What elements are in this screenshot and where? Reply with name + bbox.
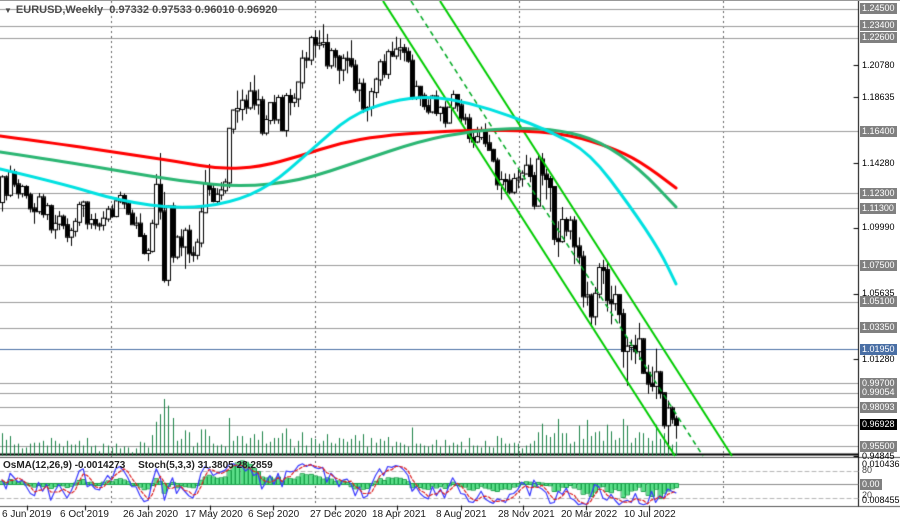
price-axis-tick: 1.18635 — [862, 92, 895, 102]
price-level-badge: 1.01950 — [860, 344, 897, 355]
stoch-values: 31.3805 28.2859 — [197, 460, 273, 471]
current-price-badge: 0.96928 — [860, 419, 897, 430]
price-level-badge: 1.05100 — [860, 296, 897, 307]
price-level-badge: 0.95500 — [860, 441, 897, 452]
indicator-labels: OsMA(12,26,9) -0.0014273 Stoch(5,3,3) 31… — [3, 460, 283, 471]
indicator-axis-label: 0.0104363 — [862, 459, 900, 469]
symbol-period-label: EURUSD,Weekly — [15, 4, 104, 16]
time-axis-label: 27 Dec 2020 — [310, 509, 367, 520]
time-axis-label: 20 Mar 2022 — [561, 509, 618, 520]
stoch-label: Stoch(5,3,3) — [138, 460, 195, 471]
price-level-badge: 1.03350 — [860, 322, 897, 333]
price-level-badge: 1.11300 — [860, 203, 896, 214]
price-level-badge: 1.23400 — [860, 20, 897, 31]
price-level-badge: 1.22600 — [860, 32, 897, 43]
indicator-axis-label: 0.00 — [860, 479, 882, 490]
indicator-axis-label: 20 — [862, 490, 873, 500]
chart-title: ▼ EURUSD,Weekly 0.97332 0.97533 0.96010 0… — [4, 4, 277, 16]
price-axis-tick: 1.01280 — [862, 354, 895, 364]
price-axis-tick: 1.09990 — [862, 222, 895, 232]
price-axis-tick: 0.94845 — [862, 451, 895, 461]
osma-label: OsMA(12,26,9) — [3, 460, 72, 471]
price-axis-tick: 1.05635 — [862, 288, 895, 298]
osma-value: -0.0014273 — [74, 460, 126, 471]
price-level-badge: 1.16400 — [860, 126, 897, 137]
ohlc-values: 0.97332 0.97533 0.96010 0.96920 — [109, 4, 278, 16]
collapse-indicator-icon[interactable]: ▼ — [4, 6, 12, 15]
indicator-axis-label: 80 — [862, 465, 873, 475]
time-axis-label: 8 Aug 2021 — [436, 509, 487, 520]
price-level-badge: 1.24500 — [860, 3, 897, 14]
indicator-axis-label: 0.008455 — [862, 495, 900, 505]
time-axis-label: 17 May 2020 — [185, 509, 243, 520]
price-level-badge: 1.12300 — [860, 188, 897, 199]
price-level-badge: 0.99054 — [860, 387, 897, 398]
time-axis-label: 28 Nov 2021 — [498, 509, 555, 520]
time-axis-label: 6 Jun 2019 — [2, 509, 52, 520]
time-axis-label: 10 Jul 2022 — [624, 509, 676, 520]
time-axis-label: 6 Sep 2020 — [248, 509, 300, 520]
price-level-badge: 1.07500 — [860, 260, 897, 271]
time-axis-label: 6 Oct 2019 — [60, 509, 109, 520]
price-axis-tick: 1.14280 — [862, 158, 895, 168]
price-axis-tick: 1.20780 — [862, 60, 895, 70]
time-axis-label: 26 Jan 2020 — [123, 509, 179, 520]
price-level-badge: 0.98093 — [860, 402, 897, 413]
time-axis-label: 18 Apr 2021 — [372, 509, 426, 520]
price-level-badge: 0.99700 — [860, 378, 897, 389]
